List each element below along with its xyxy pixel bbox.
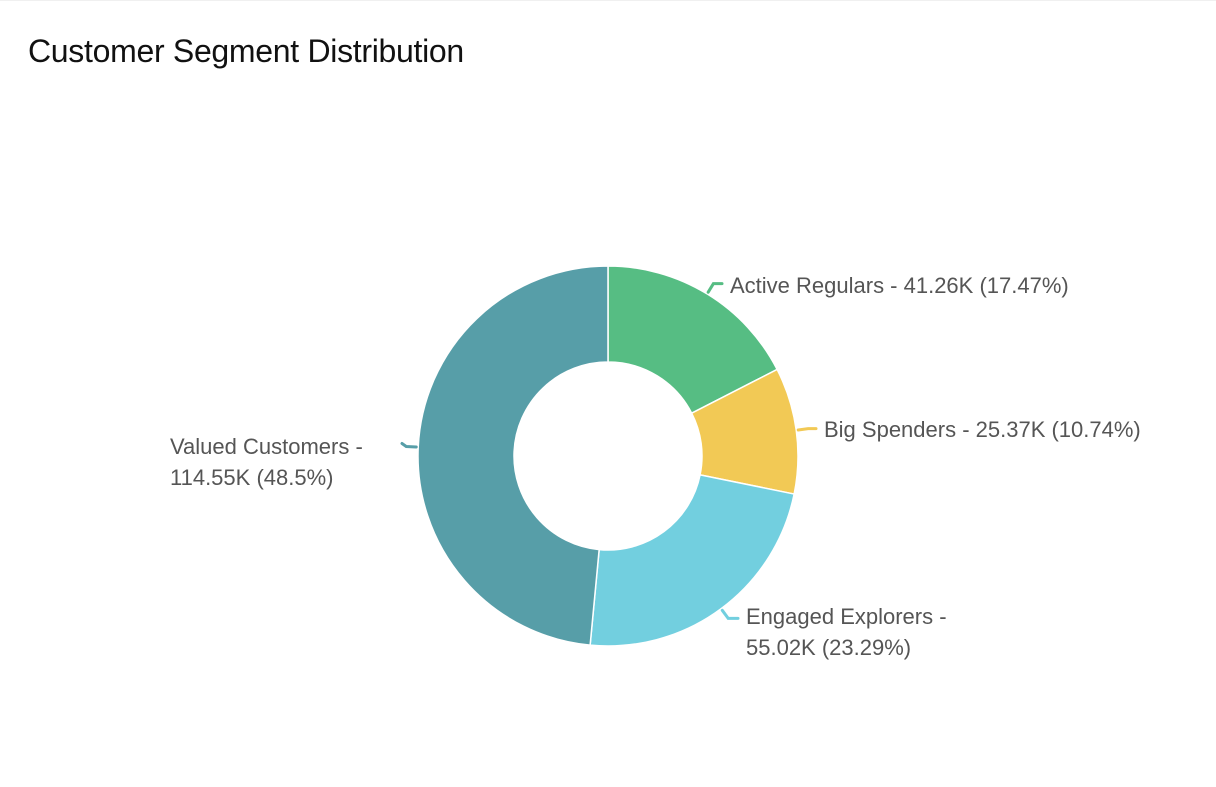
leader-line — [706, 282, 724, 294]
slice-label: 55.02K (23.29%) — [746, 635, 911, 660]
leader-line — [796, 427, 818, 432]
chart-title: Customer Segment Distribution — [28, 33, 464, 69]
slice-label: 114.55K (48.5%) — [170, 465, 333, 490]
slice-label: Valued Customers - — [170, 434, 363, 459]
slice-valued-customers[interactable] — [417, 265, 609, 646]
slice-label: Active Regulars - 41.26K (17.47%) — [730, 273, 1069, 298]
slice-label: Engaged Explorers - — [746, 604, 947, 629]
slice-label: Big Spenders - 25.37K (10.74%) — [824, 417, 1141, 442]
slice-active-regulars[interactable] — [607, 265, 779, 415]
leader-line — [400, 441, 418, 449]
slice-engaged-explorers[interactable] — [589, 473, 796, 647]
leader-line — [720, 608, 740, 620]
